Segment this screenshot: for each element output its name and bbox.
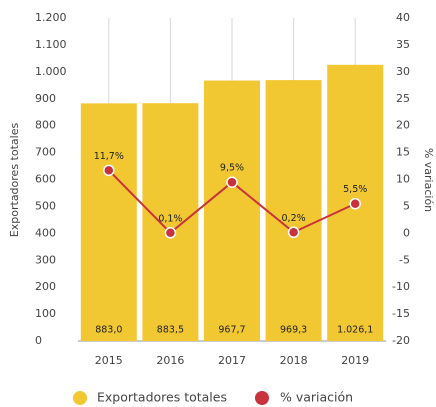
line-marker xyxy=(349,197,361,210)
legend-marker xyxy=(73,391,87,405)
bar-value-label: 1.026,1 xyxy=(337,325,373,336)
y2-tick-label: 15 xyxy=(396,146,410,159)
y-tick-label: 200 xyxy=(35,280,56,293)
line-marker xyxy=(226,176,238,188)
y2-tick-label: -15 xyxy=(392,307,410,320)
line-marker xyxy=(287,226,300,239)
y2-tick-label: 10 xyxy=(396,173,410,186)
y2-tick-label: 5 xyxy=(403,199,410,212)
legend-label: Exportadores totales xyxy=(97,390,227,405)
line-value-label: 0,1% xyxy=(158,213,182,224)
y2-tick-label: -20 xyxy=(392,334,410,347)
line-value-label: 11,7% xyxy=(94,151,124,162)
legend-label: % variación xyxy=(280,390,353,405)
y-tick-label: 700 xyxy=(35,146,56,159)
y-axis-label: Exportadores totales xyxy=(8,123,21,238)
bar-value-label: 883,0 xyxy=(95,325,122,336)
y-tick-label: 600 xyxy=(35,173,56,186)
y2-tick-label: 40 xyxy=(396,11,410,24)
y2-tick-label: -10 xyxy=(392,280,410,293)
line-marker xyxy=(103,164,115,177)
y-tick-label: 1.000 xyxy=(35,65,67,78)
bar xyxy=(80,103,137,341)
x-tick-label: 2016 xyxy=(156,354,184,367)
bar-value-label: 883,5 xyxy=(157,325,184,336)
y-tick-label: 1.100 xyxy=(35,38,67,51)
line-value-label: 9,5% xyxy=(220,163,244,174)
bar xyxy=(265,80,322,342)
y-tick-label: 100 xyxy=(35,307,56,320)
y2-axis-label: % variación xyxy=(422,148,435,212)
y2-tick-label: 25 xyxy=(396,92,410,105)
y-tick-label: 1.200 xyxy=(35,11,67,24)
y-tick-label: 900 xyxy=(35,92,56,105)
bar xyxy=(204,80,260,342)
y2-tick-label: 30 xyxy=(396,65,410,78)
y-tick-label: 800 xyxy=(35,119,56,132)
y2-tick-label: 0 xyxy=(403,226,410,239)
line-value-label: 5,5% xyxy=(343,184,367,195)
legend-marker xyxy=(255,391,269,405)
y-tick-label: 300 xyxy=(35,253,56,266)
bar xyxy=(142,103,199,341)
y2-tick-label: -5 xyxy=(399,253,410,266)
y-tick-label: 500 xyxy=(35,199,56,212)
bar-value-label: 967,7 xyxy=(218,325,245,336)
x-tick-label: 2017 xyxy=(218,354,246,367)
line-value-label: 0,2% xyxy=(282,213,306,224)
y2-tick-label: 20 xyxy=(396,119,410,132)
x-tick-label: 2019 xyxy=(341,354,369,367)
line-marker xyxy=(164,227,177,239)
bar-value-label: 969,3 xyxy=(280,325,307,336)
x-tick-label: 2018 xyxy=(280,354,308,367)
y2-tick-label: 35 xyxy=(396,38,410,51)
x-tick-label: 2015 xyxy=(95,354,123,367)
y-tick-label: 400 xyxy=(35,226,56,239)
y-tick-label: 0 xyxy=(35,334,42,347)
